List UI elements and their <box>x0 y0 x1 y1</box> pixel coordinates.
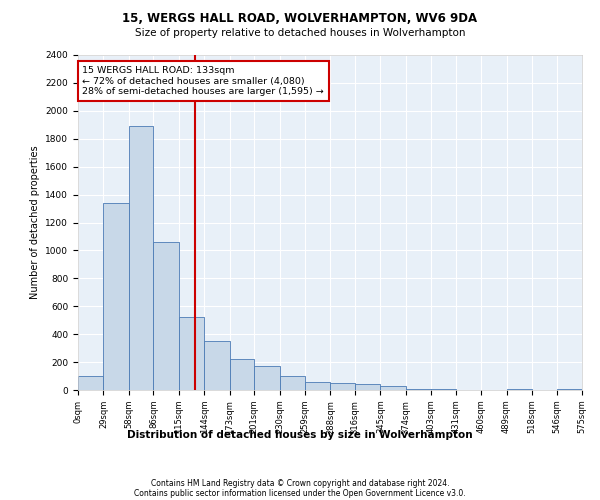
Bar <box>380 386 406 390</box>
Bar <box>103 203 129 390</box>
Text: Distribution of detached houses by size in Wolverhampton: Distribution of detached houses by size … <box>127 430 473 440</box>
Bar <box>179 318 204 390</box>
Bar <box>506 388 532 390</box>
Bar <box>129 126 154 390</box>
Text: Contains HM Land Registry data © Crown copyright and database right 2024.: Contains HM Land Registry data © Crown c… <box>151 478 449 488</box>
Bar <box>78 376 103 390</box>
Text: 15, WERGS HALL ROAD, WOLVERHAMPTON, WV6 9DA: 15, WERGS HALL ROAD, WOLVERHAMPTON, WV6 … <box>122 12 478 26</box>
Bar <box>355 384 380 390</box>
Y-axis label: Number of detached properties: Number of detached properties <box>30 146 40 300</box>
Text: Contains public sector information licensed under the Open Government Licence v3: Contains public sector information licen… <box>134 488 466 498</box>
Bar <box>230 360 254 390</box>
Bar <box>305 382 331 390</box>
Text: Size of property relative to detached houses in Wolverhampton: Size of property relative to detached ho… <box>135 28 465 38</box>
Text: 15 WERGS HALL ROAD: 133sqm
← 72% of detached houses are smaller (4,080)
28% of s: 15 WERGS HALL ROAD: 133sqm ← 72% of deta… <box>82 66 324 96</box>
Bar <box>254 366 280 390</box>
Bar <box>154 242 179 390</box>
Bar <box>331 383 355 390</box>
Bar <box>204 341 230 390</box>
Bar <box>280 376 305 390</box>
